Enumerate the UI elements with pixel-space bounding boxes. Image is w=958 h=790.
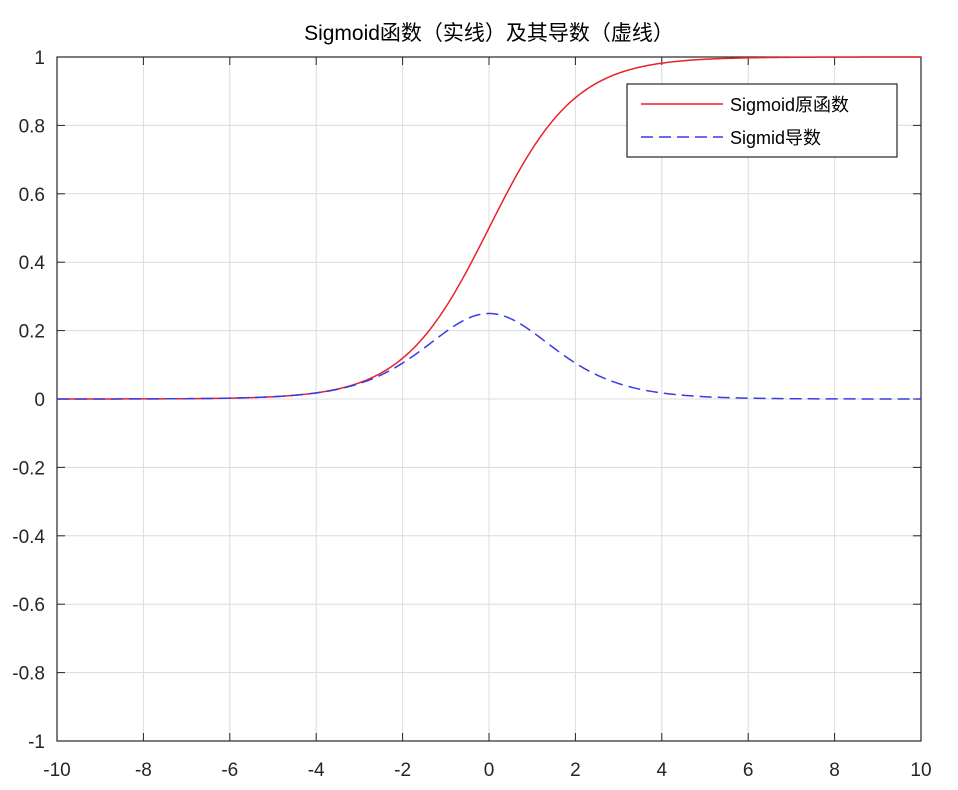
legend: Sigmoid原函数 Sigmid导数 bbox=[626, 83, 898, 158]
y-tick-label: 0.8 bbox=[19, 116, 45, 137]
x-tick-label: -10 bbox=[43, 760, 70, 781]
y-tick-label: 0 bbox=[34, 390, 45, 411]
x-tick-label: 6 bbox=[743, 760, 754, 781]
x-tick-label: 2 bbox=[570, 760, 581, 781]
chart-title: Sigmoid函数（实线）及其导数（虚线） bbox=[304, 22, 674, 45]
y-tick-label: 0.4 bbox=[19, 253, 46, 274]
y-tick-label: 1 bbox=[34, 48, 45, 69]
x-tick-label: 0 bbox=[484, 760, 495, 781]
x-tick-label: -6 bbox=[221, 760, 238, 781]
x-tick-label: -2 bbox=[394, 760, 411, 781]
y-tick-label: -0.2 bbox=[12, 458, 45, 479]
y-tick-label: -0.4 bbox=[12, 527, 45, 548]
legend-label-sigmoid: Sigmoid原函数 bbox=[730, 95, 849, 115]
series-line-derivative bbox=[57, 312, 921, 400]
legend-box bbox=[626, 83, 898, 158]
x-tick-label: -4 bbox=[308, 760, 325, 781]
x-tick-label: -8 bbox=[135, 760, 152, 781]
x-tick-label: 10 bbox=[910, 760, 931, 781]
x-tick-label: 8 bbox=[829, 760, 840, 781]
y-tick-label: -1 bbox=[28, 732, 45, 753]
y-tick-label: -0.6 bbox=[12, 595, 45, 616]
y-tick-label: -0.8 bbox=[12, 664, 45, 685]
tick-labels: -10 -8 -6 -4 -2 0 2 4 6 8 10 -1 -0.8 -0.6 -0.4 -0.2 0 0.2… bbox=[12, 48, 931, 781]
y-tick-label: 0.6 bbox=[19, 185, 45, 206]
series-layer bbox=[57, 56, 921, 400]
x-tick-label: 4 bbox=[657, 760, 668, 781]
legend-label-derivative: Sigmid导数 bbox=[730, 128, 821, 148]
y-tick-label: 0.2 bbox=[19, 322, 45, 343]
